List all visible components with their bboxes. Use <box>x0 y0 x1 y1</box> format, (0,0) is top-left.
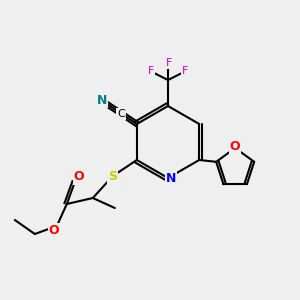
Text: F: F <box>166 58 172 68</box>
Text: O: O <box>230 140 241 154</box>
Text: N: N <box>97 94 107 106</box>
Text: S: S <box>108 169 117 182</box>
Text: O: O <box>49 224 59 236</box>
Text: N: N <box>166 172 176 184</box>
Text: O: O <box>74 170 84 184</box>
Text: C: C <box>117 109 125 119</box>
Text: F: F <box>148 66 154 76</box>
Text: F: F <box>182 66 188 76</box>
